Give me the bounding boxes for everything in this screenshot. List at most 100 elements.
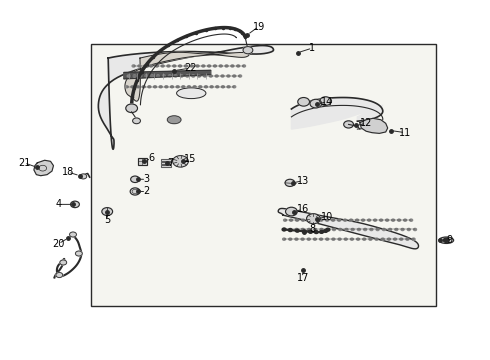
Circle shape [168,75,171,77]
Circle shape [184,65,187,67]
Text: 3: 3 [143,174,149,184]
Circle shape [381,238,384,240]
Circle shape [302,230,306,233]
Circle shape [295,238,298,240]
Circle shape [401,228,404,230]
Circle shape [320,228,323,230]
Circle shape [127,75,130,77]
Text: 12: 12 [360,118,372,128]
Circle shape [227,75,230,77]
Polygon shape [292,98,383,129]
Text: 22: 22 [184,63,196,73]
Circle shape [356,219,359,221]
Circle shape [214,65,217,67]
Circle shape [382,228,385,230]
Circle shape [186,75,189,77]
Circle shape [414,228,416,230]
Circle shape [289,238,292,240]
Text: 4: 4 [55,199,61,210]
Text: 19: 19 [252,22,265,32]
Circle shape [412,238,415,240]
Circle shape [333,228,336,230]
Circle shape [221,75,224,77]
Circle shape [326,219,329,221]
Circle shape [215,75,218,77]
Ellipse shape [167,116,181,124]
Circle shape [180,75,183,77]
Circle shape [208,65,211,67]
Polygon shape [125,52,249,101]
Circle shape [308,219,311,221]
Circle shape [332,238,335,240]
Circle shape [56,273,63,278]
Circle shape [289,228,292,230]
Polygon shape [98,45,273,149]
Circle shape [284,219,287,221]
Circle shape [196,65,199,67]
FancyBboxPatch shape [161,159,171,161]
Circle shape [145,75,148,77]
Circle shape [171,86,173,88]
Circle shape [182,86,185,88]
Polygon shape [278,208,418,249]
Circle shape [301,228,304,230]
Circle shape [314,219,317,221]
Circle shape [324,229,328,232]
Circle shape [139,75,142,77]
Circle shape [319,238,322,240]
Circle shape [302,219,305,221]
Circle shape [290,219,293,221]
Circle shape [148,86,151,88]
Circle shape [283,238,286,240]
Circle shape [125,86,128,88]
Circle shape [392,219,394,221]
Circle shape [363,238,366,240]
Circle shape [216,86,219,88]
Circle shape [173,65,176,67]
Circle shape [204,86,207,88]
Circle shape [220,65,222,67]
Polygon shape [34,160,53,176]
Circle shape [155,65,158,67]
Text: 9: 9 [446,235,452,245]
Circle shape [137,86,140,88]
Text: 1: 1 [309,43,316,53]
Text: 2: 2 [143,186,149,197]
Circle shape [332,219,335,221]
Circle shape [314,228,317,230]
Circle shape [370,228,373,230]
Circle shape [192,75,195,77]
Text: 6: 6 [148,153,154,163]
Circle shape [308,228,311,230]
Circle shape [197,75,200,77]
Ellipse shape [176,88,206,99]
Circle shape [326,238,329,240]
Circle shape [309,230,313,233]
Circle shape [239,75,242,77]
Circle shape [138,65,141,67]
Circle shape [398,219,401,221]
Circle shape [343,121,353,128]
Circle shape [375,238,378,240]
Circle shape [102,208,113,216]
Circle shape [314,238,317,240]
Polygon shape [360,118,388,134]
Circle shape [319,219,322,221]
Circle shape [157,75,159,77]
Circle shape [130,188,140,195]
Circle shape [295,219,298,221]
Circle shape [389,228,392,230]
Text: 14: 14 [321,97,333,107]
Circle shape [338,238,341,240]
Circle shape [132,65,135,67]
FancyBboxPatch shape [161,162,171,164]
Circle shape [174,75,177,77]
Circle shape [283,228,286,230]
Text: 8: 8 [309,225,316,234]
Circle shape [307,214,320,224]
Circle shape [243,65,245,67]
Circle shape [351,228,354,230]
Circle shape [443,238,449,242]
Text: 7: 7 [168,158,174,168]
Circle shape [406,238,409,240]
